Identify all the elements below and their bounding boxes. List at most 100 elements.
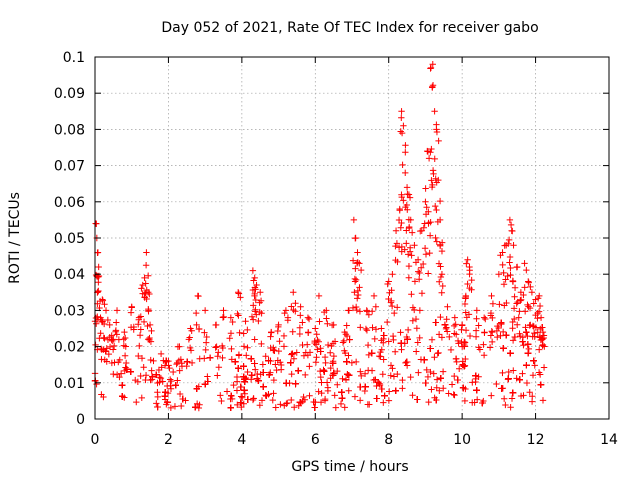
scatter-point — [275, 323, 282, 331]
scatter-point — [393, 304, 401, 311]
y-tick-label: 0.07 — [54, 159, 85, 175]
scatter-point — [182, 397, 189, 404]
scatter-point — [256, 402, 264, 409]
scatter-point — [513, 300, 520, 307]
scatter-point — [233, 387, 241, 394]
scatter-point — [179, 395, 186, 403]
scatter-point — [497, 332, 504, 339]
scatter-point — [173, 360, 180, 368]
scatter-point — [532, 311, 539, 319]
scatter-point — [296, 399, 304, 406]
scatter-point — [400, 197, 407, 204]
scatter-point — [462, 309, 469, 316]
scatter-point — [230, 381, 237, 389]
scatter-point — [343, 358, 350, 365]
scatter-point — [531, 362, 538, 369]
scatter-point — [251, 292, 258, 300]
scatter-point — [447, 346, 455, 354]
scatter-point — [289, 328, 296, 336]
scatter-point — [502, 401, 509, 409]
scatter-point — [389, 365, 396, 372]
scatter-point — [392, 256, 399, 264]
scatter-point — [283, 379, 290, 387]
scatter-point — [258, 340, 265, 348]
scatter-point — [334, 381, 341, 388]
scatter-point — [318, 379, 325, 386]
y-tick-label: 0.04 — [54, 267, 85, 283]
scatter-point — [220, 307, 227, 314]
scatter-point — [505, 368, 512, 376]
scatter-point — [461, 397, 469, 405]
scatter-point — [405, 274, 413, 281]
scatter-point — [351, 393, 359, 400]
scatter-point — [488, 292, 495, 300]
scatter-point — [106, 333, 113, 341]
scatter-point — [524, 349, 532, 357]
scatter-point — [315, 292, 323, 300]
scatter-point — [390, 336, 397, 344]
scatter-point — [403, 358, 411, 366]
scatter-point — [462, 355, 469, 363]
scatter-point — [215, 349, 222, 356]
scatter-point — [509, 227, 516, 235]
scatter-point — [343, 322, 350, 329]
scatter-point — [343, 332, 351, 340]
scatter-point — [408, 229, 416, 236]
scatter-point — [354, 295, 361, 302]
scatter-point — [109, 346, 117, 353]
scatter-point — [320, 368, 328, 375]
scatter-point — [500, 395, 508, 402]
scatter-point — [281, 309, 288, 317]
scatter-point — [110, 342, 118, 350]
scatter-point — [386, 388, 393, 395]
scatter-point — [414, 339, 421, 346]
scatter-point — [507, 221, 515, 229]
scatter-point — [341, 404, 348, 411]
scatter-point — [497, 252, 504, 259]
scatter-point — [304, 351, 312, 359]
scatter-point — [122, 334, 129, 342]
scatter-point — [305, 329, 312, 336]
scatter-point — [232, 358, 239, 365]
scatter-point — [148, 327, 155, 335]
scatter-point — [97, 330, 104, 337]
scatter-point — [516, 330, 523, 337]
scatter-point — [288, 370, 295, 378]
scatter-point — [450, 322, 458, 330]
scatter-point — [313, 331, 320, 338]
scatter-point — [269, 396, 276, 404]
scatter-point — [135, 352, 142, 360]
scatter-point — [469, 399, 476, 406]
scatter-point — [157, 350, 165, 358]
scatter-point — [117, 370, 125, 377]
scatter-point — [355, 291, 362, 299]
scatter-point — [508, 395, 516, 402]
scatter-point — [373, 395, 380, 402]
scatter-point — [436, 278, 443, 285]
scatter-point — [141, 294, 148, 301]
scatter-point — [268, 329, 275, 336]
scatter-point — [98, 356, 105, 363]
scatter-point — [509, 389, 517, 397]
scatter-point — [458, 322, 466, 329]
scatter-point — [290, 355, 298, 362]
scatter-point — [423, 204, 430, 211]
scatter-point — [142, 280, 149, 287]
scatter-point — [320, 366, 327, 374]
scatter-point — [167, 404, 175, 412]
scatter-point — [503, 299, 510, 307]
scatter-point — [127, 324, 135, 331]
scatter-point — [420, 224, 428, 231]
scatter-point — [384, 280, 391, 288]
scatter-point — [412, 315, 420, 323]
scatter-point — [275, 347, 282, 355]
scatter-point — [338, 395, 346, 402]
scatter-point — [353, 306, 361, 314]
scatter-point — [328, 342, 335, 350]
scatter-point — [465, 311, 473, 318]
scatter-point — [430, 370, 437, 377]
scatter-point — [142, 261, 150, 269]
data-points — [91, 61, 548, 412]
scatter-point — [342, 349, 349, 357]
scatter-point — [438, 289, 445, 296]
